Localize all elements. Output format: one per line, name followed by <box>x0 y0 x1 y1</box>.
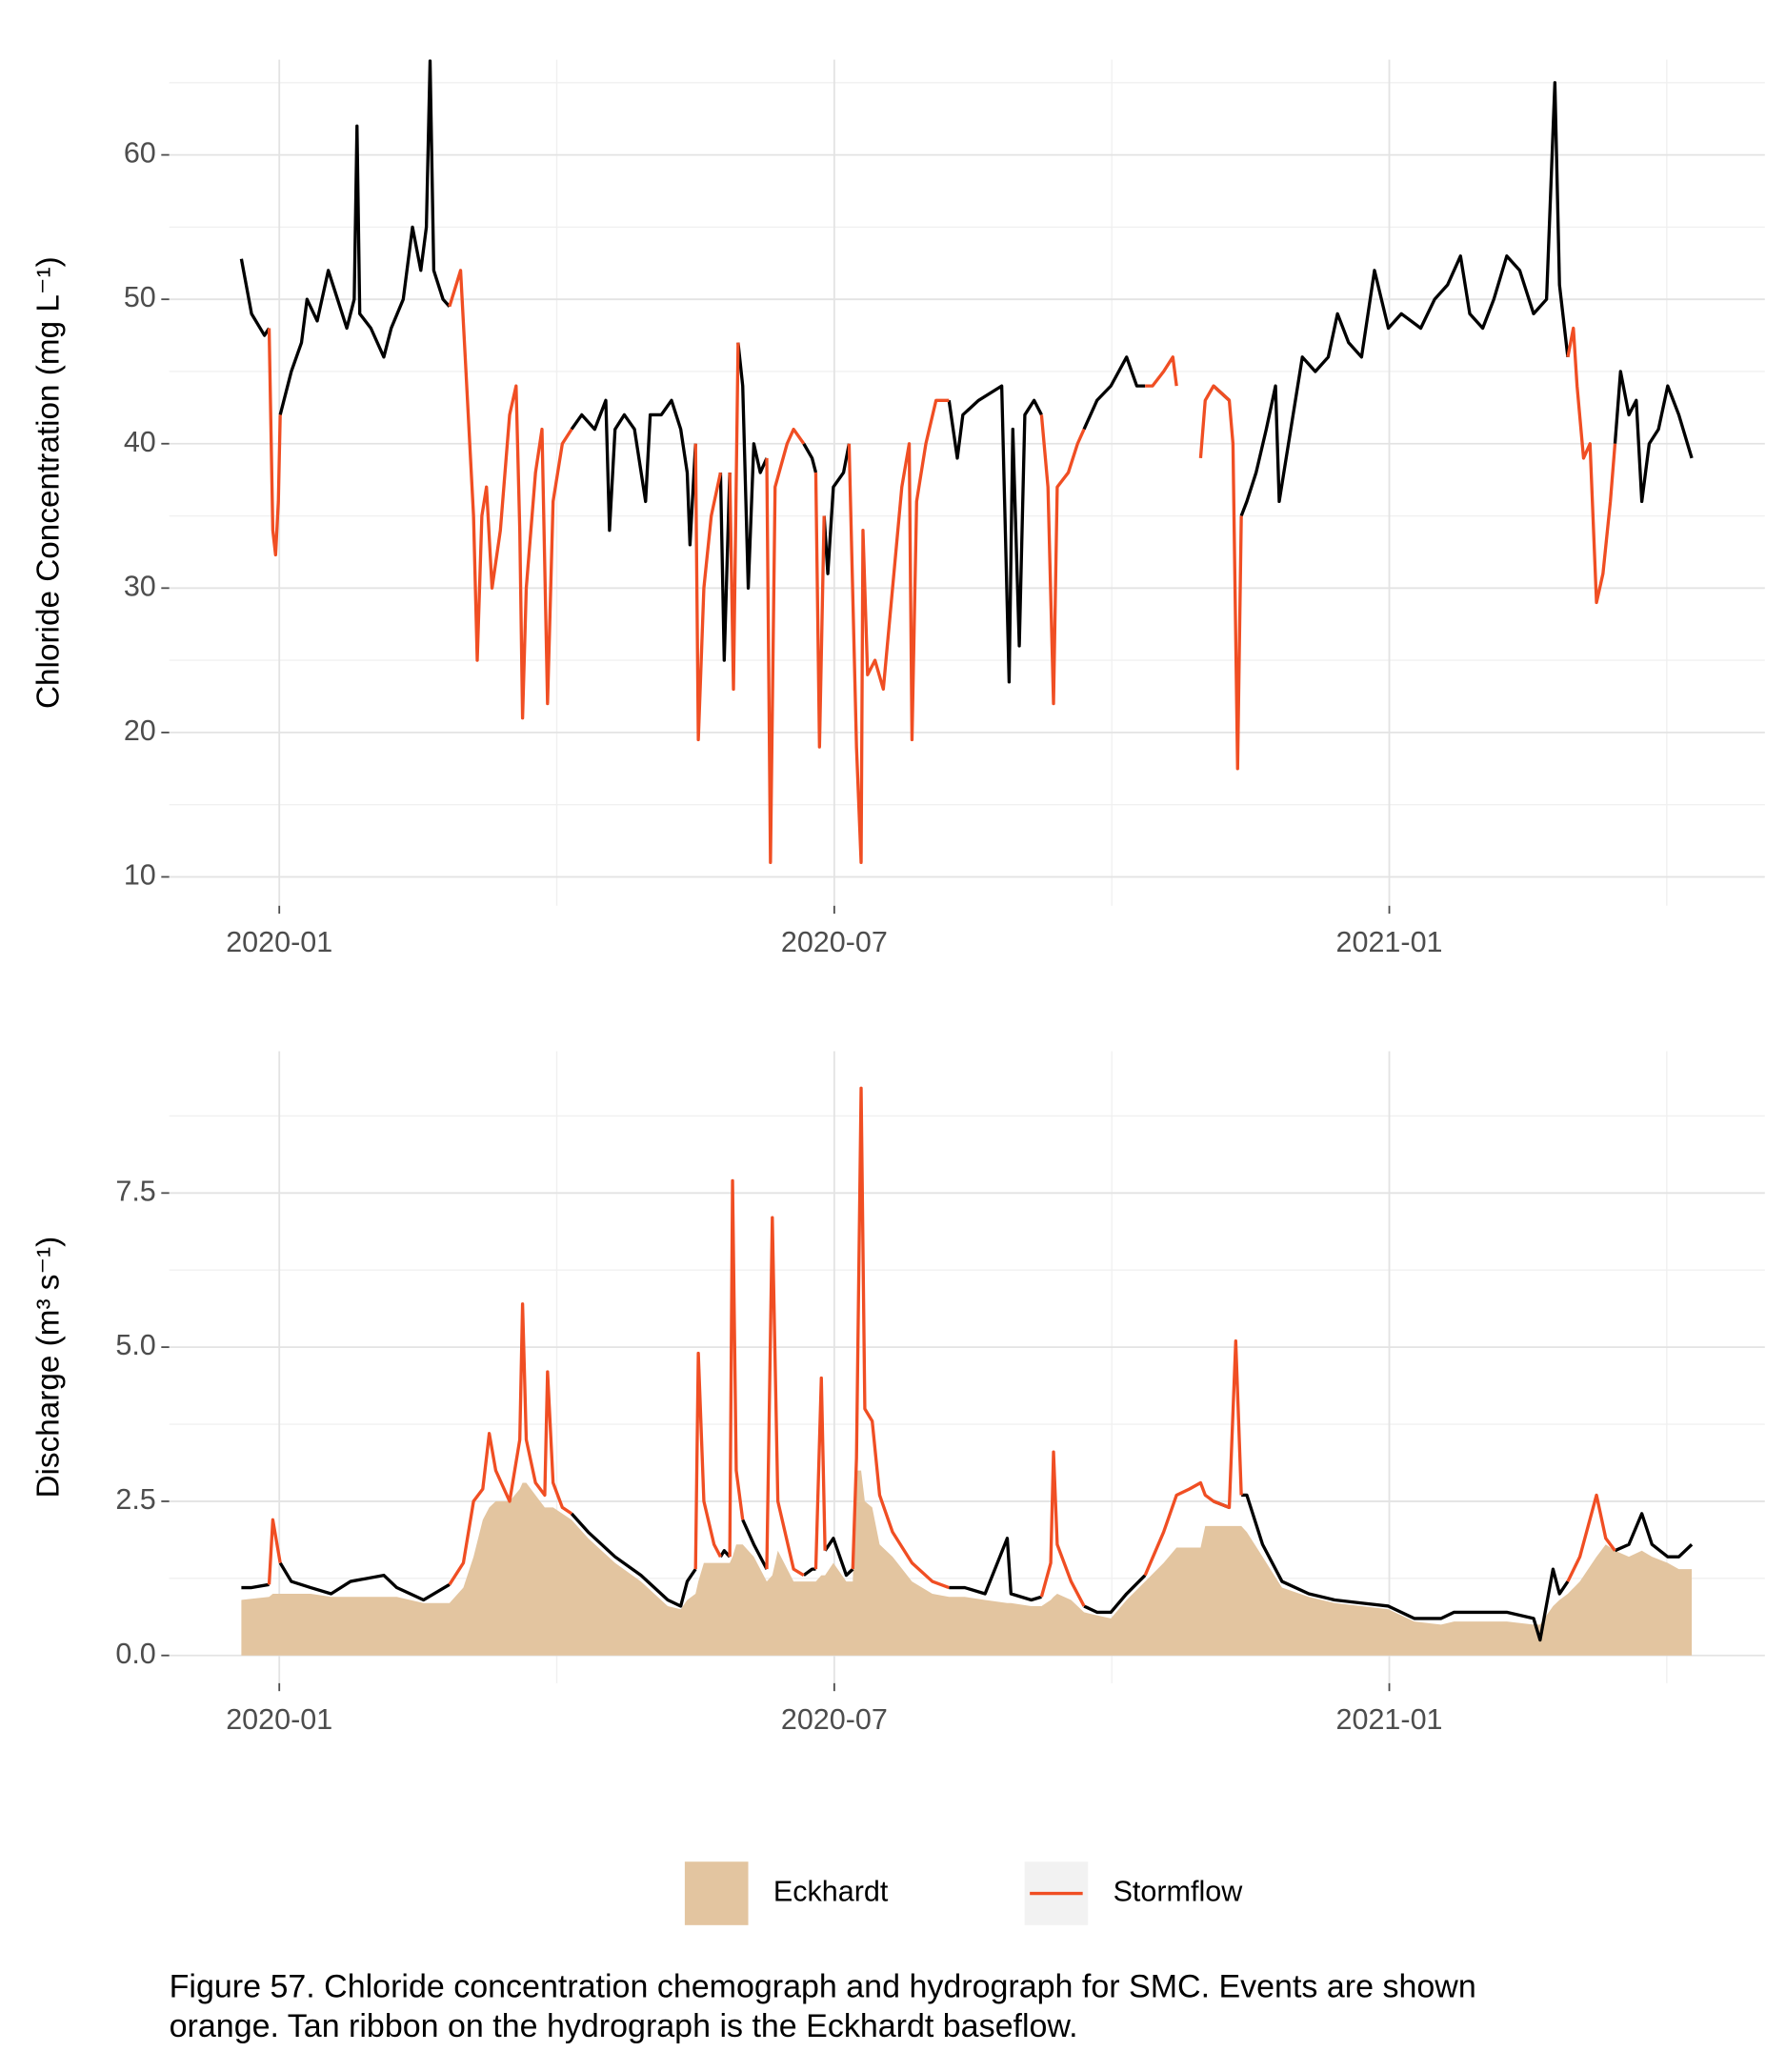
y-tick-label: 5.0 <box>115 1329 155 1361</box>
y-tick-label: 7.5 <box>115 1175 155 1207</box>
y-axis-title: Discharge (m³ s⁻¹) <box>31 1237 67 1499</box>
legend-label: Eckhardt <box>773 1876 889 1908</box>
y-tick-label: 50 <box>124 281 156 313</box>
legend-label: Stormflow <box>1114 1876 1244 1908</box>
y-tick-label: 30 <box>124 570 156 602</box>
legend-key <box>684 1861 749 1925</box>
baseflow-area <box>241 1470 1693 1656</box>
y-tick-label: 10 <box>124 859 156 892</box>
series-line <box>267 269 1617 864</box>
x-tick-label: 2020-01 <box>226 1703 332 1736</box>
y-axis-title: Chloride Concentration (mg L⁻¹) <box>31 256 67 709</box>
x-tick-label: 2020-07 <box>781 926 888 958</box>
y-tick-label: 60 <box>124 137 156 170</box>
x-tick-label: 2020-01 <box>226 926 332 958</box>
caption-line: orange. Tan ribbon on the hydrograph is … <box>170 2008 1078 2044</box>
x-tick-label: 2021-01 <box>1336 1703 1443 1736</box>
series-line <box>267 1086 1616 1607</box>
y-tick-label: 0.0 <box>115 1638 155 1670</box>
y-tick-label: 40 <box>124 426 156 458</box>
y-tick-label: 20 <box>124 714 156 747</box>
x-tick-label: 2021-01 <box>1336 926 1443 958</box>
x-tick-label: 2020-07 <box>781 1703 888 1736</box>
caption-line: Figure 57. Chloride concentration chemog… <box>170 1968 1476 2004</box>
y-tick-label: 2.5 <box>115 1483 155 1516</box>
